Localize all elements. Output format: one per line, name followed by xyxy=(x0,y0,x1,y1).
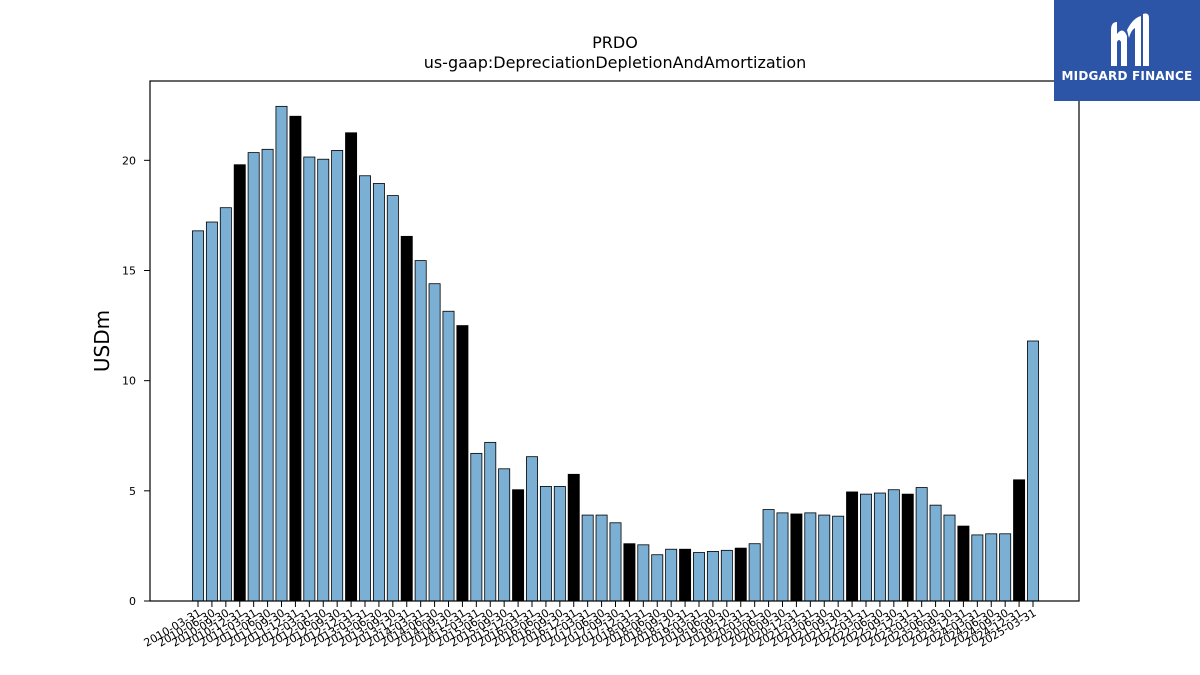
x-axis-ticks: 2010-03-312010-06-302010-09-302010-12-31… xyxy=(142,601,1039,650)
bar-2011-12-31 xyxy=(289,115,302,602)
bar-2014-12-31 xyxy=(456,325,469,602)
bar-2024-09-30 xyxy=(999,533,1012,602)
bar-2023-06-30 xyxy=(929,504,942,602)
bar-2015-09-30 xyxy=(498,468,511,602)
y-tick-label: 10 xyxy=(122,375,136,388)
bar-2010-09-30 xyxy=(219,207,232,602)
bar-2021-09-30 xyxy=(832,515,845,602)
bar-2019-09-30 xyxy=(720,549,733,602)
bar-2022-03-31 xyxy=(860,493,872,602)
bar-2013-12-31 xyxy=(400,235,413,602)
bar-2011-09-30 xyxy=(275,105,288,602)
bar-2010-06-30 xyxy=(205,221,218,602)
bar-2022-12-31 xyxy=(901,493,914,602)
bar-2020-09-30 xyxy=(776,512,789,602)
bar-2013-03-31 xyxy=(359,175,371,602)
bar-2021-12-31 xyxy=(846,491,859,602)
bar-2024-12-31 xyxy=(1013,479,1026,602)
bar-2015-03-31 xyxy=(470,452,483,602)
bar-2020-12-31 xyxy=(790,513,803,602)
bar-2011-03-31 xyxy=(247,152,260,602)
bar-2010-12-31 xyxy=(233,164,246,602)
bar-2014-06-30 xyxy=(428,283,441,602)
bar-2012-06-30 xyxy=(317,158,330,602)
bar-2017-03-31 xyxy=(581,514,594,602)
bar-2016-03-31 xyxy=(526,456,538,602)
bar-2014-09-30 xyxy=(442,310,455,602)
bar-2021-06-30 xyxy=(818,514,831,602)
midgard-finance-logo: MIDGARD FINANCE xyxy=(1054,0,1200,101)
y-tick-label: 15 xyxy=(122,264,136,277)
bar-2017-06-30 xyxy=(595,514,608,602)
chart-subtitle: us-gaap:DepreciationDepletionAndAmortiza… xyxy=(424,53,807,72)
logo-text: MIDGARD FINANCE xyxy=(1061,69,1193,83)
y-axis-label: USDm xyxy=(90,310,114,372)
y-tick-label: 20 xyxy=(122,154,136,167)
chart-title: PRDO xyxy=(592,33,638,52)
bar-2019-06-30 xyxy=(706,551,719,602)
bar-2019-03-31 xyxy=(693,552,705,602)
bar-2013-09-30 xyxy=(386,195,399,602)
y-tick-label: 5 xyxy=(129,485,136,498)
bar-2018-06-30 xyxy=(651,554,664,602)
bar-2012-09-30 xyxy=(331,150,344,602)
bar-2024-06-30 xyxy=(985,533,998,602)
bar-2023-03-31 xyxy=(915,487,928,602)
bars-group xyxy=(192,105,1039,602)
bar-2013-06-30 xyxy=(372,183,385,602)
bar-2023-12-31 xyxy=(957,525,970,602)
bar-2018-12-31 xyxy=(679,548,692,602)
bar-2020-03-31 xyxy=(748,543,761,602)
bar-2016-06-30 xyxy=(539,486,552,602)
bar-2012-12-31 xyxy=(345,132,358,602)
bar-2015-06-30 xyxy=(484,441,497,602)
bar-2018-09-30 xyxy=(665,548,678,602)
bar-2016-09-30 xyxy=(553,486,566,602)
bar-2020-06-30 xyxy=(762,509,775,602)
bar-2025-03-31 xyxy=(1027,340,1039,602)
midgard-logo-icon xyxy=(1111,13,1149,67)
plot-frame xyxy=(149,80,1080,602)
bar-2014-03-31 xyxy=(414,260,427,602)
bar-2022-06-30 xyxy=(873,492,886,602)
bar-2019-12-31 xyxy=(734,547,747,602)
bar-2024-03-31 xyxy=(971,534,984,602)
bar-2017-09-30 xyxy=(609,522,622,602)
bar-2016-12-31 xyxy=(567,473,580,602)
y-axis-ticks: 0 5 10 15 20 xyxy=(122,154,150,608)
bar-2021-03-31 xyxy=(804,512,817,602)
bar-2018-03-31 xyxy=(637,544,650,602)
bar-2022-09-30 xyxy=(887,489,900,602)
bar-2010-03-31 xyxy=(192,230,204,602)
bar-2017-12-31 xyxy=(623,543,636,602)
bar-2023-09-30 xyxy=(943,514,956,602)
bar-2015-12-31 xyxy=(512,489,525,602)
bar-2011-06-30 xyxy=(261,148,274,602)
bar-2012-03-31 xyxy=(303,156,316,602)
y-tick-label: 0 xyxy=(129,595,136,608)
